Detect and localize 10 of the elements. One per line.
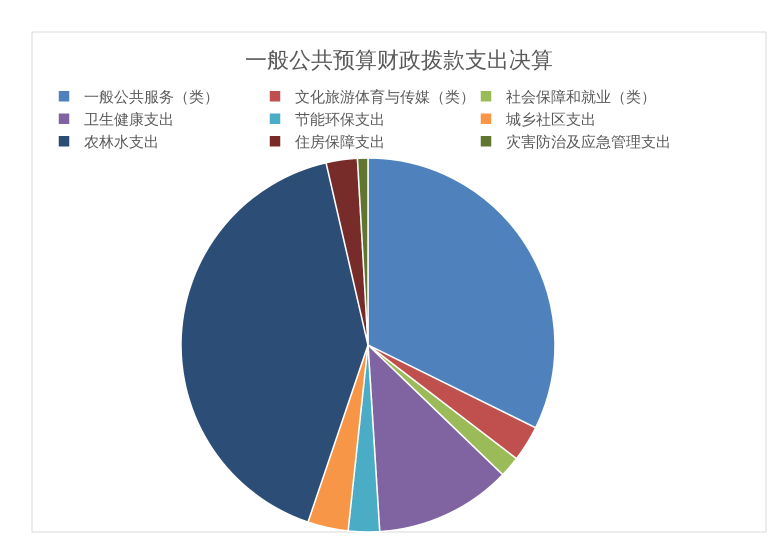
legend-label: 卫生健康支出 — [84, 110, 174, 129]
legend-label: 节能环保支出 — [295, 110, 385, 129]
legend-label: 社会保障和就业（类） — [506, 88, 656, 106]
legend-label: 城乡社区支出 — [505, 110, 596, 129]
legend-label: 住房保障支出 — [294, 133, 385, 152]
chart-title: 一般公共预算财政拨款支出决算 — [245, 48, 553, 74]
legend-label: 农林水支出 — [84, 133, 159, 152]
legend-label: 文化旅游体育与传媒（类） — [295, 88, 475, 106]
legend-label: 灾害防治及应急管理支出 — [506, 133, 671, 152]
legend-label: 一般公共服务（类） — [84, 88, 219, 106]
